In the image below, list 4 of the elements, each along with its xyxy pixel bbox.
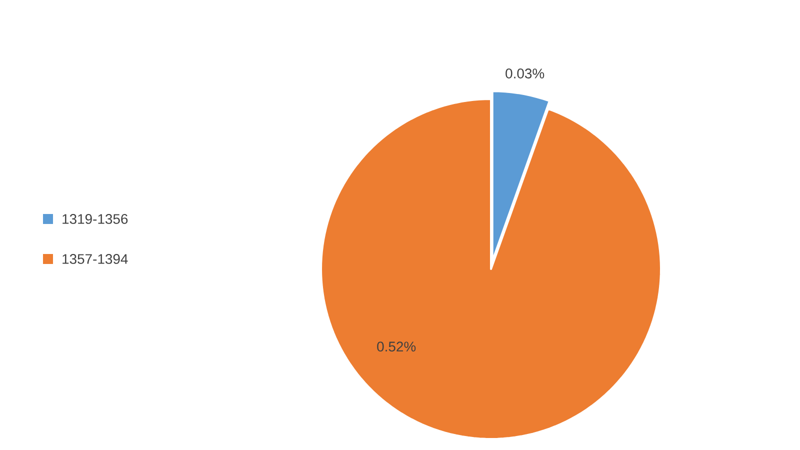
legend-label: 1357-1394: [62, 254, 128, 264]
legend-label: 1319-1356: [62, 214, 128, 224]
data-label: 0.52%: [377, 342, 416, 352]
data-label: 0.03%: [506, 68, 544, 78]
